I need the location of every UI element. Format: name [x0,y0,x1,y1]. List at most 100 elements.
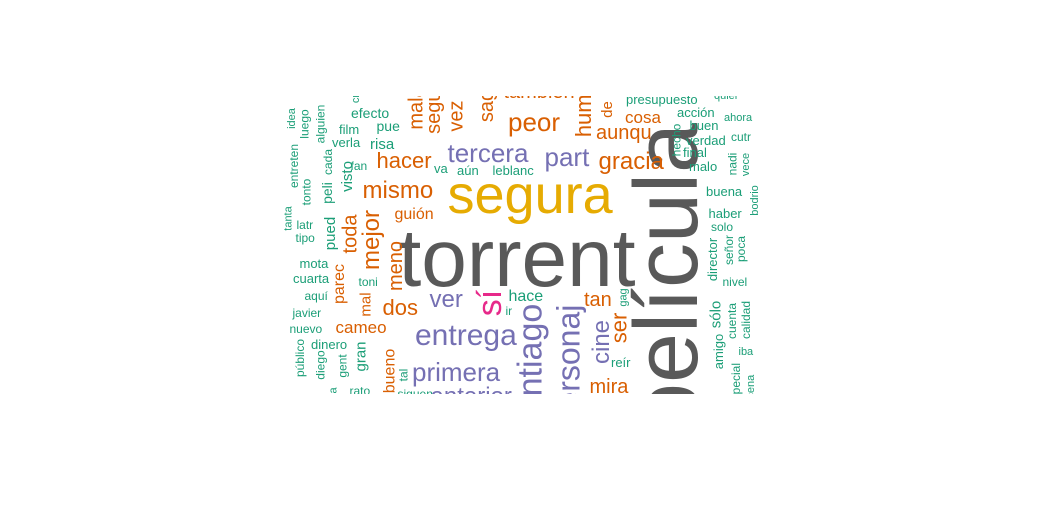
cloud-word: ir [505,304,513,318]
cloud-word: hace [508,288,544,305]
cloud-word: luego [297,109,312,139]
cloud-word: toda [338,214,361,254]
cloud-word: personaj [549,304,586,394]
cloud-word: final [683,144,707,160]
cloud-word: hecho [668,123,683,157]
cloud-word: verdad [686,132,726,148]
cloud-word: especial [729,362,744,394]
cloud-word: humor [571,96,597,138]
cloud-word: da [327,386,340,394]
cloud-word: ahora [724,111,753,124]
cloud-word: buena [706,183,743,199]
cloud-word: idea [285,107,298,129]
cloud-word: iba [738,345,754,358]
cloud-word: acción [677,104,715,120]
cloud-word: gran [352,340,370,372]
cloud-word: nuevo [289,322,323,336]
cloud-word: latr [296,218,314,232]
cloud-word: director [704,237,720,281]
cloud-word: mismo [362,177,434,204]
cloud-word: toni [358,275,378,289]
cloud-word: vece [739,152,752,176]
cloud-word: segura [447,165,613,225]
cloud-word: cuenta [725,302,740,340]
cloud-word: cr [349,96,362,103]
cloud-word: peli [318,182,335,204]
cloud-word: vez [445,100,468,132]
cloud-word: gag [617,287,630,307]
cloud-word: santiago [510,303,549,394]
cloud-word: público [293,338,308,378]
cloud-word: de [598,100,616,118]
cloud-word: parec [331,263,349,305]
cloud-word: sag [476,96,499,123]
cloud-word: diego [313,350,328,380]
cloud-word: tanta [284,205,295,231]
cloud-word: bodrio [748,184,760,216]
cloud-word: gracia [598,148,664,175]
cloud-word: film [339,121,360,137]
cloud-word: torrent [398,213,636,304]
cloud-word: cutr [731,130,752,144]
cloud-word: rato [349,384,371,394]
cloud-word: nivel [722,275,748,289]
cloud-word: alguien [312,104,327,144]
cloud-word: ser [605,312,631,344]
cloud-word: fan [350,159,368,173]
cloud-word: también [504,96,575,102]
cloud-word: mal [357,291,375,317]
cloud-word: sólo [707,300,725,328]
cloud-word: hacer [376,148,432,173]
cloud-word: ver [429,286,463,313]
cloud-word: siguen [397,387,433,394]
cloud-word: escena [744,374,757,394]
cloud-word: presupuesto [626,96,698,107]
cloud-word: cosa [625,107,661,127]
cloud-word: sí [471,289,510,317]
cloud-word: nadi [724,152,739,176]
word-cloud: película torrent segura santiago personaj sí e… [284,96,760,394]
cloud-word: verla [332,134,361,150]
cloud-word: cameo [335,317,387,337]
cloud-word: va [434,160,448,176]
cloud-word: cada [321,148,336,176]
cloud-word: gent [335,354,350,378]
cloud-word: guión [394,206,434,223]
cloud-word: dinero [311,336,348,352]
cloud-word: aún [457,162,479,178]
cloud-word: javier [292,306,322,320]
cloud-word: amigo [710,333,726,369]
cloud-word: aunqu [596,122,652,144]
cloud-word: mala [405,96,428,130]
cloud-word: efecto [351,105,390,121]
cloud-word: solo [711,220,734,234]
cloud-word: malo [689,158,718,174]
cloud-word: calidad [739,300,754,340]
cloud-word: meno [385,240,408,292]
cloud-word: entreten [287,143,302,189]
cloud-word: quier [714,96,738,102]
cloud-word: primera [412,357,501,387]
cloud-word: mira [589,376,629,394]
cloud-word: cuarta [293,270,330,286]
cloud-word: leblanc [492,162,534,178]
cloud-word: anterior [431,385,512,395]
cloud-word: peor [508,107,561,137]
cloud-word: tipo [295,231,315,245]
cloud-word: risa [370,135,395,153]
cloud-word: tonto [298,178,313,206]
cloud-word: poca [734,235,749,263]
cloud-word: tan [584,289,612,311]
cloud-word: aquí [304,289,328,303]
cloud-word: dos [382,295,418,320]
cloud-word: entrega [415,319,517,352]
cloud-word: haber [708,205,742,221]
cloud-word: mota [299,255,329,271]
cloud-word: tal [395,368,410,382]
cloud-word: part [544,142,590,172]
cloud-word: tercera [447,138,529,168]
cloud-word: pued [321,216,339,250]
cloud-word: reír [611,354,631,370]
cloud-word: pue [376,118,400,134]
cloud-word: buen [689,117,719,133]
